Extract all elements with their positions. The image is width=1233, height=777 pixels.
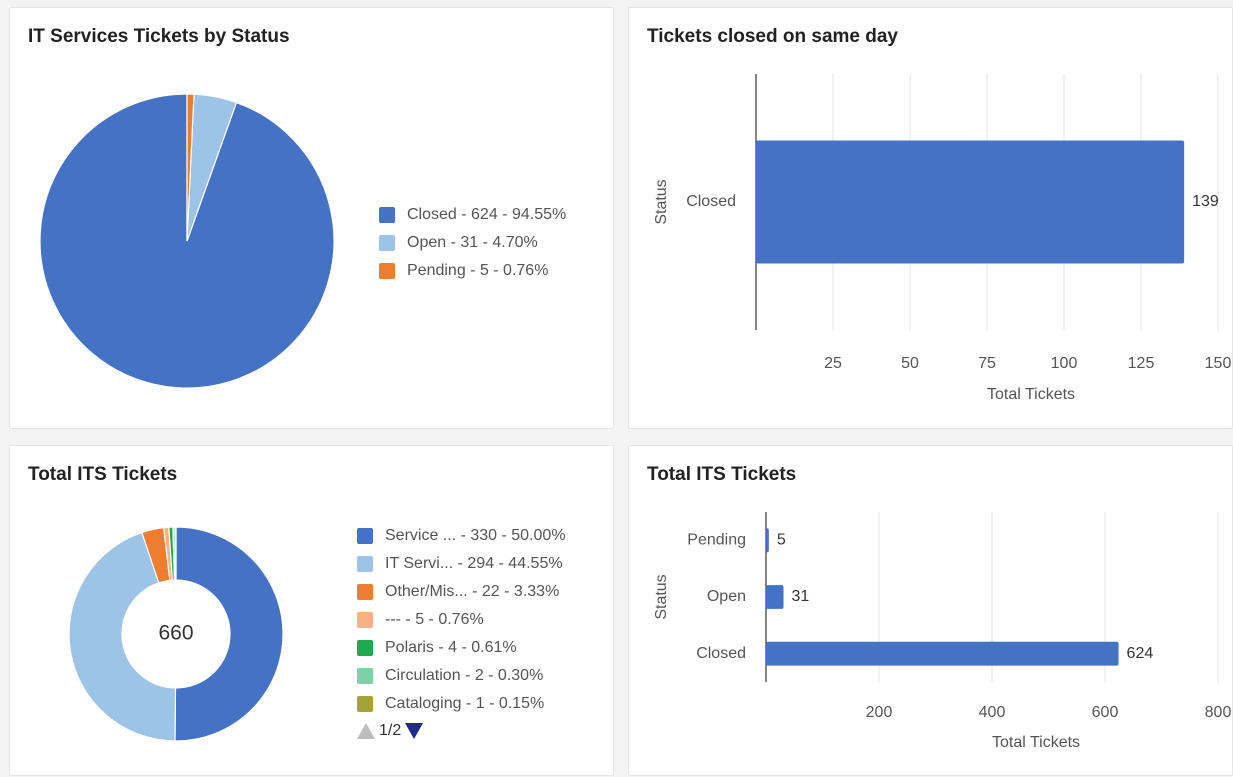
card-same-day-bar: Tickets closed on same day 25 50 75 100 125 1… [628, 7, 1233, 429]
card-title: Total ITS Tickets [28, 464, 178, 485]
card-total-bar: Total ITS Tickets 200 400 600 800 Pending 5 Op… [628, 445, 1233, 776]
card-title: Tickets closed on same day [647, 26, 898, 47]
pie-slice-pending[interactable] [186, 93, 195, 242]
legend-value: - 5 - 0.76% [465, 262, 549, 279]
bar-value-label: 31 [792, 588, 810, 605]
legend-value: - 1 - 0.15% [461, 695, 545, 712]
legend-value: - 2 - 0.30% [460, 667, 544, 684]
y-axis-title: Status [653, 179, 670, 224]
bar-open[interactable] [766, 585, 784, 609]
legend-value: - 624 - 94.55% [456, 206, 567, 223]
legend-item[interactable]: Polaris - 4 - 0.61% [357, 634, 566, 662]
x-tick-label: 100 [1051, 355, 1078, 372]
legend-swatch [357, 584, 373, 600]
y-axis-title: Status [653, 574, 670, 619]
pie-slice-it-servi[interactable] [68, 531, 177, 742]
legend-label: IT Servi... [385, 555, 454, 572]
y-category-label: Pending [687, 532, 746, 549]
legend-swatch [357, 556, 373, 572]
legend-label: Open [407, 234, 447, 251]
card-status-pie: IT Services Tickets by Status Closed - 6… [9, 7, 614, 429]
bar-closed[interactable] [766, 641, 1119, 666]
x-tick-label: 400 [979, 704, 1006, 721]
total-donut-chart: 660 [68, 526, 284, 742]
page-up-icon[interactable] [357, 723, 375, 739]
legend-swatch [379, 263, 395, 279]
page-indicator: 1/2 [379, 722, 402, 739]
x-tick-label: 25 [824, 355, 842, 372]
card-title: IT Services Tickets by Status [28, 26, 290, 47]
legend-item[interactable]: Other/Mis... - 22 - 3.33% [357, 578, 566, 606]
bar-pending[interactable] [766, 528, 769, 553]
bar-value-label: 139 [1192, 193, 1219, 210]
x-tick-label: 75 [978, 355, 996, 372]
legend-label: Other/Mis... [385, 583, 468, 600]
bar-value-label: 624 [1127, 645, 1154, 662]
card-total-donut: Total ITS Tickets 660 Service ... - 330 … [9, 445, 614, 776]
x-tick-label: 600 [1092, 704, 1119, 721]
legend-swatch [357, 696, 373, 712]
x-axis-title: Total Tickets [987, 386, 1075, 403]
legend-swatch [357, 528, 373, 544]
legend-item[interactable]: Open - 31 - 4.70% [379, 229, 566, 257]
legend-label: Pending [407, 262, 466, 279]
x-tick-label: 200 [866, 704, 893, 721]
y-category-label: Closed [686, 193, 736, 210]
legend-value: - 294 - 44.55% [453, 555, 563, 572]
card-title: Total ITS Tickets [647, 464, 797, 485]
legend-value: - 330 - 50.00% [456, 527, 566, 544]
legend-item[interactable]: Closed - 624 - 94.55% [379, 201, 566, 229]
legend-item[interactable]: IT Servi... - 294 - 44.55% [357, 550, 566, 578]
total-donut-legend: Service ... - 330 - 50.00% IT Servi... - … [357, 522, 566, 740]
x-tick-label: 50 [901, 355, 919, 372]
legend-label: Service ... [385, 527, 457, 544]
legend-value: - 5 - 0.76% [400, 611, 484, 628]
legend-pager: 1/2 [357, 722, 566, 740]
status-pie-legend: Closed - 624 - 94.55% Open - 31 - 4.70% Pe… [379, 201, 566, 285]
legend-swatch [357, 668, 373, 684]
y-category-label: Open [707, 588, 746, 605]
legend-item[interactable]: Cataloging - 1 - 0.15% [357, 690, 566, 718]
total-bar-chart: 200 400 600 800 Pending 5 Open 31 Closed 624 Total… [653, 512, 1232, 751]
legend-swatch [379, 207, 395, 223]
status-pie-chart [39, 93, 335, 389]
same-day-bar-chart: 25 50 75 100 125 150 Closed 139 Total Tickets Sta… [653, 74, 1232, 403]
legend-value: - 4 - 0.61% [433, 639, 517, 656]
legend-label: Cataloging [385, 695, 462, 712]
pie-slice-cataloging[interactable] [174, 526, 177, 581]
legend-item[interactable]: Pending - 5 - 0.76% [379, 257, 566, 285]
legend-swatch [357, 640, 373, 656]
legend-swatch [379, 235, 395, 251]
legend-value: - 22 - 3.33% [467, 583, 560, 600]
pie-slice-service[interactable] [174, 526, 284, 742]
legend-swatch [357, 612, 373, 628]
legend-label: --- [385, 611, 401, 628]
donut-center-total: 660 [158, 622, 193, 645]
page-down-icon[interactable] [405, 723, 424, 739]
legend-label: Circulation [385, 667, 461, 684]
legend-value: - 31 - 4.70% [446, 234, 538, 251]
x-tick-label: 800 [1205, 704, 1232, 721]
legend-item[interactable]: Service ... - 330 - 50.00% [357, 522, 566, 550]
legend-label: Polaris [385, 639, 434, 656]
legend-item[interactable]: Circulation - 2 - 0.30% [357, 662, 566, 690]
bar-closed[interactable] [756, 140, 1185, 264]
y-category-label: Closed [696, 645, 746, 662]
x-tick-label: 150 [1205, 355, 1232, 372]
legend-label: Closed [407, 206, 457, 223]
x-axis-title: Total Tickets [992, 734, 1080, 751]
legend-item[interactable]: --- - 5 - 0.76% [357, 606, 566, 634]
bar-value-label: 5 [777, 532, 786, 549]
x-tick-label: 125 [1128, 355, 1155, 372]
